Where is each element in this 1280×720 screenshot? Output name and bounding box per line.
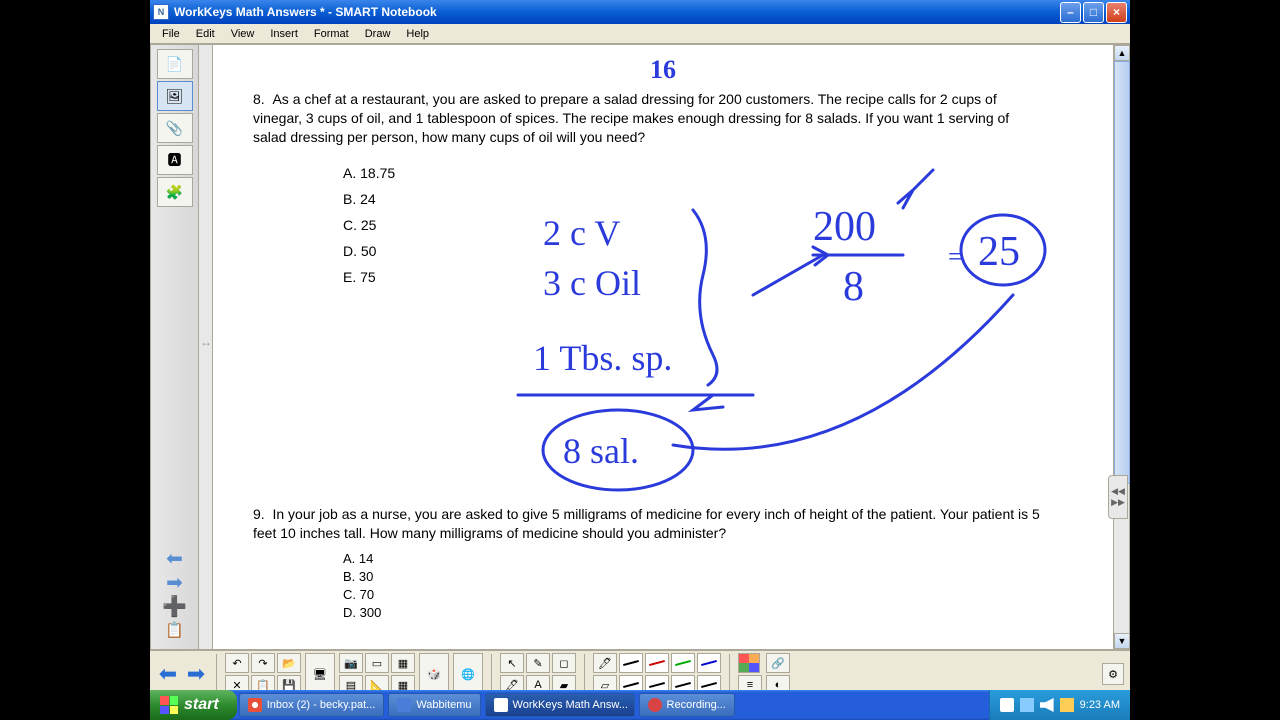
system-tray[interactable]: 9:23 AM — [989, 690, 1130, 720]
insert-table-icon[interactable]: ▦ — [391, 653, 415, 673]
nav-prev-icon[interactable]: ⬅ — [156, 662, 180, 686]
q9-opt-c: C. 70 — [343, 586, 381, 604]
add-page-icon[interactable]: ➕ — [161, 597, 189, 615]
page-number: 16 — [650, 55, 676, 85]
shape-tool-icon[interactable]: ◻ — [552, 653, 576, 673]
menu-insert[interactable]: Insert — [262, 26, 306, 42]
undo-icon[interactable]: ↶ — [225, 653, 249, 673]
menubar: File Edit View Insert Format Draw Help — [150, 24, 1130, 44]
svg-text:1 Tbs. sp.: 1 Tbs. sp. — [533, 338, 672, 378]
menu-view[interactable]: View — [223, 26, 263, 42]
page-tool-icon[interactable]: 📄 — [157, 49, 193, 79]
app-icon: N — [153, 4, 169, 20]
chrome-icon — [248, 698, 262, 712]
minimize-button[interactable]: – — [1060, 2, 1081, 23]
q8-opt-b: B. 24 — [343, 186, 395, 212]
tray-icon-1[interactable] — [1000, 698, 1014, 712]
scroll-down-icon[interactable]: ▼ — [1114, 633, 1130, 649]
svg-text:25: 25 — [978, 229, 1020, 275]
pen-black[interactable]: .pen-swatch::after{background:var(--c,#0… — [619, 653, 643, 673]
svg-text:2 c V: 2 c V — [543, 213, 620, 253]
task-recording[interactable]: Recording... — [639, 693, 735, 717]
color-picker-icon[interactable] — [738, 653, 760, 673]
page-canvas[interactable]: 16 8. As a chef at a restaurant, you are… — [213, 45, 1113, 649]
windows-logo-icon — [160, 696, 178, 714]
menu-format[interactable]: Format — [306, 26, 357, 42]
task-wabbitemu[interactable]: Wabbitemu — [388, 693, 480, 717]
question-9-options: A. 14 B. 30 C. 70 D. 300 — [343, 550, 381, 622]
q8-opt-e: E. 75 — [343, 264, 395, 290]
q8-opt-d: D. 50 — [343, 238, 395, 264]
q8-opt-c: C. 25 — [343, 212, 395, 238]
question-9-text: 9. In your job as a nurse, you are asked… — [253, 505, 1043, 543]
page-misc-icon[interactable]: 📋 — [161, 621, 189, 639]
drag-handle-icon[interactable]: ↔ — [200, 335, 212, 349]
tray-volume-icon[interactable] — [1040, 698, 1054, 712]
menu-help[interactable]: Help — [398, 26, 437, 42]
tray-icon-4[interactable] — [1060, 698, 1074, 712]
nav-next-icon[interactable]: ➡ — [184, 662, 208, 686]
gallery-tool-icon[interactable]: 🖼 — [157, 81, 193, 111]
taskbar: start Inbox (2) - becky.pat... Wabbitemu… — [150, 690, 1130, 720]
web-icon[interactable]: 🌐 — [453, 653, 483, 695]
maximize-button[interactable]: □ — [1083, 2, 1104, 23]
menu-file[interactable]: File — [154, 26, 188, 42]
q9-opt-a: A. 14 — [343, 550, 381, 568]
app-window: N WorkKeys Math Answers * - SMART Notebo… — [150, 0, 1130, 720]
slide-sorter-gutter[interactable]: ↔ — [199, 45, 213, 649]
pen-tool-icon[interactable]: 🖊 — [593, 653, 617, 673]
task-smart-notebook[interactable]: WorkKeys Math Answ... — [485, 693, 635, 717]
select-tool-icon[interactable]: ↖ — [500, 653, 524, 673]
notebook-icon — [494, 698, 508, 712]
pen-red[interactable] — [645, 653, 669, 673]
redo-icon[interactable]: ↷ — [251, 653, 275, 673]
start-button[interactable]: start — [150, 690, 237, 720]
activity-icon[interactable]: 🎲 — [419, 653, 449, 695]
titlebar[interactable]: N WorkKeys Math Answers * - SMART Notebo… — [150, 0, 1130, 24]
capture-icon[interactable]: 📷 — [339, 653, 363, 673]
attach-tool-icon[interactable]: 📎 — [157, 113, 193, 143]
svg-text:8 sal.: 8 sal. — [563, 431, 639, 471]
pen-green[interactable] — [671, 653, 695, 673]
vertical-scrollbar[interactable]: ▲ ▼ — [1113, 45, 1129, 649]
window-title: WorkKeys Math Answers * - SMART Notebook — [174, 5, 1060, 19]
prev-page-icon[interactable]: ⬅ — [161, 549, 189, 567]
app-generic-icon — [397, 698, 411, 712]
record-icon — [648, 698, 662, 712]
q9-opt-b: B. 30 — [343, 568, 381, 586]
question-8-options: A. 18.75 B. 24 C. 25 D. 50 E. 75 — [343, 160, 395, 290]
task-inbox[interactable]: Inbox (2) - becky.pat... — [239, 693, 385, 717]
link-tool-icon[interactable]: 🔗 — [766, 653, 790, 673]
scroll-thumb[interactable] — [1114, 61, 1130, 484]
svg-text:8: 8 — [843, 264, 864, 310]
main-area: 📄 🖼 📎 🅰 🧩 ⬅ ➡ ➕ 📋 ↔ 16 8. As a chef at a… — [150, 44, 1130, 650]
side-toolbar: 📄 🖼 📎 🅰 🧩 ⬅ ➡ ➕ 📋 — [151, 45, 199, 649]
next-page-icon[interactable]: ➡ — [161, 573, 189, 591]
open-icon[interactable]: 📂 — [277, 653, 301, 673]
tray-icon-2[interactable] — [1020, 698, 1034, 712]
svg-text:3 c Oil: 3 c Oil — [543, 263, 641, 303]
magic-pen-icon[interactable]: ✎ — [526, 653, 550, 673]
doc-cam-icon[interactable]: ▭ — [365, 653, 389, 673]
side-panel-tab[interactable]: ◀◀▶▶ — [1108, 475, 1128, 519]
q8-opt-a: A. 18.75 — [343, 160, 395, 186]
question-8-text: 8. As a chef at a restaurant, you are as… — [253, 90, 1043, 147]
addon-tool-icon[interactable]: 🧩 — [157, 177, 193, 207]
text-tool-icon[interactable]: 🅰 — [157, 145, 193, 175]
svg-text:=: = — [948, 242, 963, 271]
menu-draw[interactable]: Draw — [357, 26, 399, 42]
close-button[interactable]: × — [1106, 2, 1127, 23]
q9-opt-d: D. 300 — [343, 604, 381, 622]
screen-shade-icon[interactable]: 🖥 — [305, 653, 335, 695]
settings-gear-icon[interactable]: ⚙ — [1102, 663, 1124, 685]
clock[interactable]: 9:23 AM — [1080, 699, 1120, 711]
scroll-up-icon[interactable]: ▲ — [1114, 45, 1130, 61]
pen-blue[interactable] — [697, 653, 721, 673]
menu-edit[interactable]: Edit — [188, 26, 223, 42]
svg-text:200: 200 — [813, 204, 876, 250]
